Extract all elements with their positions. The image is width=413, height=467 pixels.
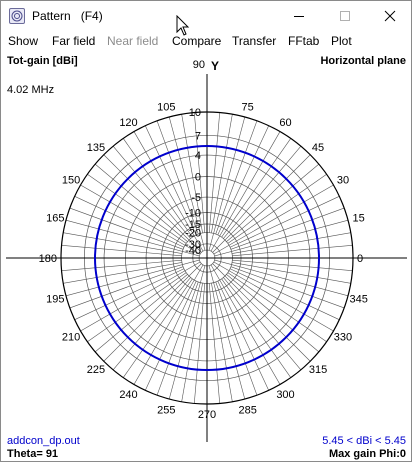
angle-label: 330 (334, 332, 352, 344)
grid-spoke (214, 219, 349, 257)
menu-bar: Show Far field Near field Compare Transf… (1, 31, 411, 52)
menu-plot[interactable]: Plot (331, 34, 352, 48)
grid-spoke (80, 261, 201, 332)
grid-spoke (210, 131, 281, 252)
theta-label: Theta= 91 (7, 448, 59, 460)
minimize-icon (294, 16, 304, 17)
angle-label: 225 (87, 364, 105, 376)
angle-label: 75 (242, 101, 254, 113)
grid-spoke (103, 154, 202, 253)
frequency-label: 4.02 MHz (7, 84, 55, 96)
polar-plot-area[interactable]: 10 7 4 0 -5 -10 -15 -20 -30 -40 Y 0 15 30 45 60 75 90 105 1… (1, 52, 412, 462)
grid-spoke (80, 184, 201, 255)
radial-tick-label: -20 (185, 228, 201, 240)
menu-fftab[interactable]: FFtab (288, 34, 320, 48)
gain-unit-label: Tot-gain [dBi] (7, 55, 78, 67)
grid-spoke (69, 207, 184, 250)
maximize-button[interactable] (322, 1, 368, 31)
grid-spoke (213, 184, 334, 255)
pattern-app-icon[interactable] (9, 8, 25, 24)
grid-spoke (168, 265, 206, 400)
angle-label: 135 (87, 142, 105, 154)
angle-label: 210 (62, 332, 80, 344)
window-title: Pattern (F4) (32, 9, 103, 23)
minimize-button[interactable] (276, 1, 322, 31)
menu-far-field[interactable]: Far field (52, 34, 96, 48)
angle-label: 165 (46, 212, 64, 224)
grid-spoke (212, 263, 311, 362)
max-gain-label: Max gain Phi:0 (328, 448, 406, 460)
menu-transfer[interactable]: Transfer (232, 34, 277, 48)
plane-label: Horizontal plane (320, 55, 406, 67)
menu-compare[interactable]: Compare (172, 34, 222, 48)
angle-label: 90 (193, 59, 205, 71)
radial-tick-label: 0 (195, 171, 201, 183)
angle-label: 240 (119, 389, 137, 401)
grid-spoke (208, 116, 246, 251)
radial-tick-label: 4 (195, 150, 201, 162)
angle-label: 345 (349, 294, 367, 306)
angle-label: 195 (46, 294, 64, 306)
close-button[interactable] (367, 1, 413, 31)
radial-tick-label: 7 (195, 130, 201, 142)
polar-plot: 10 7 4 0 -5 -10-15-20-30-40 Y 0 15 30 45 60 75 90 105 1… (6, 59, 407, 442)
angle-label: 60 (279, 117, 291, 129)
maximize-icon (340, 11, 350, 21)
angle-label: 0 (357, 253, 363, 265)
grid-spoke (65, 259, 200, 297)
grid-spoke (213, 261, 334, 332)
angle-label: 285 (238, 405, 256, 417)
grid-spoke (168, 116, 206, 251)
radial-tick-label: 10 (189, 107, 201, 119)
menu-near-field: Near field (107, 34, 159, 48)
grid-spoke (212, 154, 311, 253)
angle-label: 315 (309, 364, 327, 376)
angle-label: 105 (157, 101, 175, 113)
grid-spoke (214, 259, 349, 297)
radial-tick-label: -5 (191, 192, 201, 204)
angle-label: 270 (198, 409, 216, 421)
radial-tick-label: -15 (185, 219, 201, 231)
grid-spoke (156, 281, 199, 396)
grid-spoke (230, 207, 345, 250)
y-axis-label: Y (211, 59, 219, 73)
angle-label: 255 (157, 405, 175, 417)
grid-spoke (215, 120, 258, 235)
grid-spoke (230, 266, 345, 309)
angle-label: 150 (62, 175, 80, 187)
angle-label: 300 (276, 389, 294, 401)
grid-spoke (133, 264, 204, 385)
radial-tick-label: -40 (185, 245, 201, 257)
angle-label: 45 (312, 142, 324, 154)
filename-label: addcon_dp.out (7, 435, 80, 447)
grid-spoke (208, 265, 246, 400)
angle-label: 120 (119, 117, 137, 129)
grid-spoke (133, 131, 204, 252)
angle-label: 180 (39, 253, 57, 265)
grid-spoke (210, 264, 281, 385)
grid-spoke (215, 281, 258, 396)
title-bar[interactable]: Pattern (F4) (1, 1, 411, 31)
angle-label: 15 (353, 212, 365, 224)
menu-show[interactable]: Show (8, 34, 39, 48)
angle-label: 30 (337, 175, 349, 187)
gain-pattern-trace (94, 145, 320, 371)
mouse-cursor-icon (176, 14, 190, 42)
close-icon (384, 10, 396, 22)
grid-spoke (103, 263, 202, 362)
radial-tick-label: -30 (185, 239, 201, 251)
grid-spoke (69, 266, 184, 309)
grid-spoke (65, 219, 200, 257)
gain-range-label: 5.45 < dBi < 5.45 (322, 435, 406, 447)
radial-tick-label: -10 (185, 207, 201, 219)
